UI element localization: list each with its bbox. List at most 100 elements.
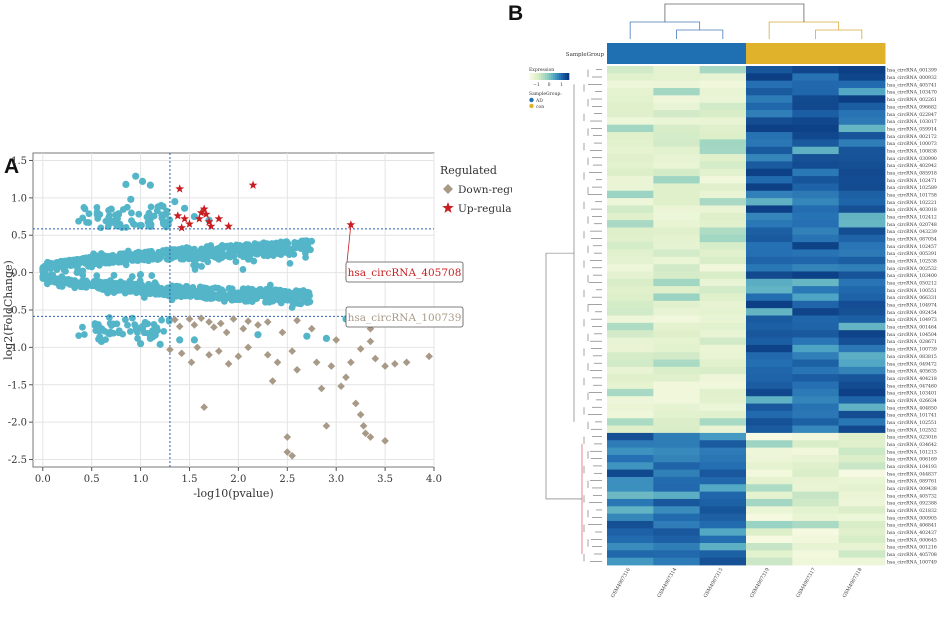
ns-point [185,255,193,263]
down-regulated-point [356,410,365,419]
column-label: GSM4907318 [842,567,864,599]
ns-point [98,325,106,333]
heatmap-cell [746,146,793,155]
heatmap-cell [746,110,793,118]
heatmap-cell [792,381,840,390]
ns-point [75,260,82,268]
heatmap-cell [838,535,886,544]
heatmap-cell [699,344,747,353]
heatmap-cell [792,366,840,375]
ns-point [132,254,140,262]
heatmap-cell [607,308,654,316]
heatmap-cell [653,278,701,287]
heatmap-cell [699,146,747,155]
ns-point [132,172,140,180]
ns-point [115,327,123,335]
heatmap-cell [607,550,654,559]
heatmap-cell [838,388,886,397]
heatmap-cell [746,80,793,89]
heatmap-cell [653,161,701,170]
heatmap-cell [653,462,701,471]
ns-point [113,320,121,328]
heatmap-cell [792,315,840,324]
heatmap-cell [699,117,747,126]
heatmap-cell [838,132,886,140]
heatmap-cell [746,506,793,515]
x-tick-label: 2.0 [230,474,246,485]
down-regulated-point [185,315,194,323]
heatmap-cell [607,190,654,199]
heatmap-cell [792,308,840,316]
row-label: hsa_circRNA_096682 [887,104,937,110]
heatmap-cell [699,256,747,265]
annotation-text-405708: hsa_circRNA_405708 [348,267,462,279]
ns-point [146,334,154,343]
heatmap-cell [792,330,840,338]
up-regulated-point [214,214,224,223]
heatmap-cell [653,528,701,537]
ns-point [85,219,93,226]
row-label: hsa_circRNA_104504 [887,332,937,338]
row-label: hsa_circRNA_100739 [887,347,937,353]
ns-point [271,245,279,253]
heatmap-cell [838,146,886,155]
heatmap-cell [838,359,886,368]
heatmap-cell [699,154,747,162]
down-regulated-point [283,448,292,456]
heatmap-cell [838,454,886,463]
heatmap-cell [653,117,701,126]
x-tick-label: 2.5 [279,474,295,485]
heatmap-cell [838,117,886,126]
ns-point [218,286,226,294]
ns-point [120,280,127,288]
heatmap-cell [838,498,886,507]
heatmap-cell [699,183,747,192]
heatmap-cell [607,234,654,243]
heatmap-cell [699,476,747,485]
down-regulated-points [166,314,433,460]
heatmap-cell [699,352,747,360]
heatmap-cell [746,469,793,478]
down-regulated-point [239,324,248,333]
row-label: hsa_circRNA_002172 [887,134,937,140]
heatmap-cell [607,381,654,390]
heatmap-cell [838,352,886,360]
ns-point [79,267,87,275]
ns-point [123,287,131,294]
down-regulated-point [263,351,272,359]
row-label: hsa_circRNA_102221 [887,200,937,206]
sample-group-cell [838,43,886,64]
heatmap-cell [838,520,886,529]
heatmap-cell [746,359,793,368]
row-label: hsa_circRNA_100838 [887,148,937,154]
ns-point [241,248,248,255]
dend-branch [815,29,863,39]
colorbar-segment [567,73,570,80]
heatmap-cell [838,212,886,221]
ns-point [190,212,198,221]
x-tick-label: 3.5 [377,474,393,485]
heatmap-cell [792,234,840,243]
heatmap-cell [699,542,747,551]
heatmap-cell [746,300,793,309]
heatmap-cell [607,542,654,551]
row-label: hsa_circRNA_104974 [887,303,937,309]
ns-point [89,253,97,261]
heatmap-cell [746,344,793,353]
heatmap-cell [653,498,701,507]
heatmap-cell [838,447,886,456]
heatmap-cell [699,440,747,448]
heatmap-cell [838,491,886,500]
ns-point [126,328,134,335]
heatmap-cell [792,513,840,522]
heatmap-cell [653,80,701,89]
heatmap-cell [653,315,701,324]
heatmap-cell [607,557,654,566]
heatmap-cell [699,388,747,397]
colorbar-segment [543,73,546,80]
ns-point [137,249,145,257]
ns-point [79,323,86,331]
heatmap-cell [746,410,793,419]
ns-point [146,290,154,298]
heatmap-cell [607,344,654,353]
